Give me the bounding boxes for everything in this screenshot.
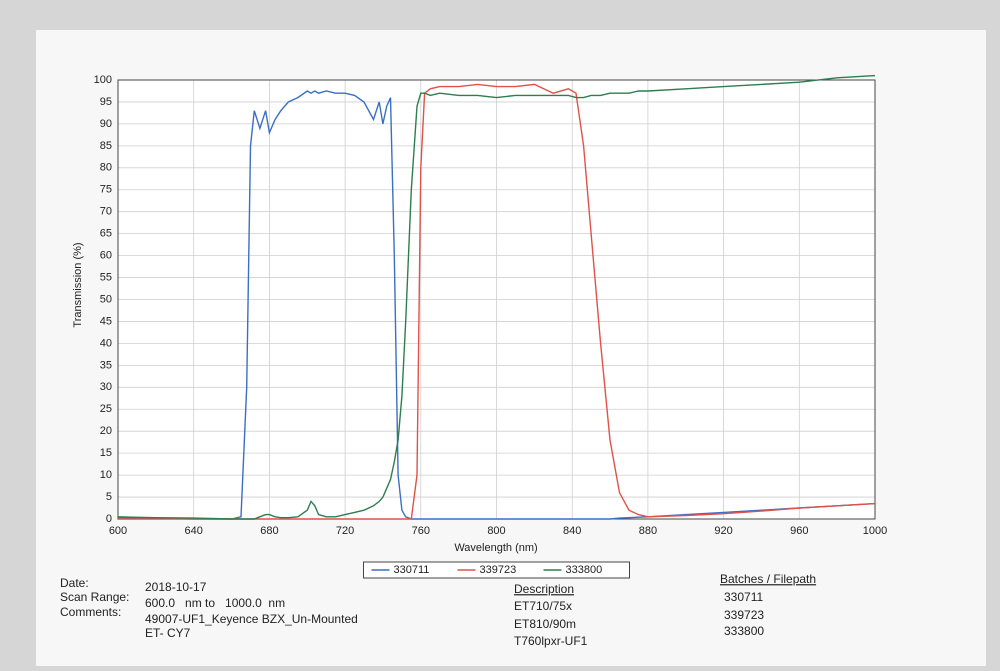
y-tick-label: 10 [100, 469, 112, 481]
x-tick-label: 640 [185, 525, 203, 537]
x-tick-label: 800 [487, 525, 505, 537]
y-tick-label: 50 [100, 293, 112, 305]
y-tick-label: 80 [100, 162, 112, 174]
series-line [117, 90, 876, 520]
y-tick-label: 35 [100, 359, 112, 371]
x-tick-label: 880 [639, 525, 657, 537]
description: ET810/90m [514, 617, 576, 631]
y-tick-label: 15 [100, 447, 112, 459]
series-line [117, 74, 876, 520]
comment: 49007-UF1_Keyence BZX_Un-Mounted [145, 612, 358, 626]
x-tick-label: 600 [109, 525, 127, 537]
y-tick-label: 70 [100, 206, 112, 218]
x-tick-label: 960 [790, 525, 808, 537]
y-tick-label: 90 [100, 118, 112, 130]
y-tick-label: 25 [100, 403, 112, 415]
batch: 339723 [724, 608, 764, 622]
scan: 600.0 nm to 1000.0 nm [145, 596, 285, 610]
description-header: Description [514, 582, 574, 596]
y-tick-label: 95 [100, 96, 112, 108]
y-tick-label: 85 [100, 140, 112, 152]
description: T760lpxr-UF1 [514, 634, 588, 648]
x-tick-label: 840 [563, 525, 581, 537]
scan-label: Scan Range: [60, 590, 129, 604]
x-tick-label: 760 [412, 525, 430, 537]
date-label: Date: [60, 576, 89, 590]
batch: 330711 [724, 590, 763, 604]
y-tick-label: 40 [100, 337, 112, 349]
y-tick-label: 5 [106, 491, 112, 503]
comments-label: Comments: [60, 605, 121, 619]
description: ET710/75x [514, 599, 572, 613]
legend-box [363, 561, 630, 579]
y-axis-label: Transmission (%) [72, 242, 84, 327]
series-line [118, 83, 876, 520]
y-tick-label: 20 [100, 425, 112, 437]
legend-label: 339723 [480, 564, 517, 576]
x-tick-label: 1000 [863, 525, 887, 537]
x-tick-label: 720 [336, 525, 354, 537]
y-tick-label: 100 [94, 74, 112, 86]
legend-label: 330711 [394, 564, 430, 576]
legend-label: 333800 [566, 564, 603, 576]
y-tick-label: 55 [100, 271, 112, 283]
y-tick-label: 65 [100, 228, 112, 240]
y-tick-label: 30 [100, 381, 112, 393]
x-axis-label: Wavelength (nm) [454, 542, 537, 554]
y-tick-label: 75 [100, 184, 112, 196]
y-tick-label: 0 [106, 513, 112, 525]
y-tick-label: 60 [100, 250, 112, 262]
comment: ET- CY7 [145, 626, 191, 640]
batches-header: Batches / Filepath [720, 572, 816, 586]
x-tick-label: 920 [714, 525, 732, 537]
x-tick-label: 680 [260, 525, 278, 537]
date: 2018-10-17 [145, 580, 207, 594]
y-tick-label: 45 [100, 315, 112, 327]
batch: 333800 [724, 624, 764, 638]
